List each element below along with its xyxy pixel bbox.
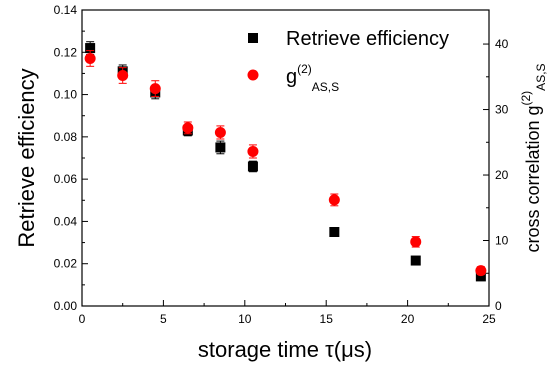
right-axis-title-main: cross correlation g	[523, 105, 543, 252]
legend-g: g	[286, 66, 297, 88]
right-axis-title-sub: AS,S	[534, 63, 548, 90]
x-tick-label: 15	[320, 312, 334, 326]
y-left-tick-label: 0.04	[54, 214, 78, 228]
x-tick-label: 25	[482, 312, 496, 326]
data-point-circle	[214, 126, 226, 138]
x-axis-title-unit: (μs)	[334, 337, 372, 362]
y-left-tick-label: 0.02	[54, 257, 78, 271]
data-point-circle	[149, 83, 161, 95]
y-left-tick-label: 0.06	[54, 172, 78, 186]
x-axis-title-symbol: τ	[325, 337, 334, 362]
right-axis-title-sup: (2)	[519, 91, 533, 106]
data-point-circle	[410, 236, 422, 248]
x-axis-ticks: 0 5 10 15 20 25	[79, 300, 496, 326]
x-tick-label: 5	[160, 312, 167, 326]
series-layer	[84, 41, 487, 282]
data-point-square	[410, 255, 421, 266]
data-point-circle	[117, 69, 129, 81]
data-point-square	[215, 142, 226, 153]
data-point-circle	[328, 194, 340, 206]
y-right-tick-label: 20	[495, 168, 509, 182]
right-axis-title: cross correlation g(2)AS,S	[519, 63, 548, 252]
data-point-square	[475, 271, 486, 282]
data-point-circle	[475, 265, 487, 277]
y-left-tick-label: 0.08	[54, 130, 78, 144]
x-tick-label: 10	[238, 312, 252, 326]
legend-label-efficiency: Retrieve efficiency	[286, 28, 449, 50]
series-g2-cross-correlation	[84, 50, 487, 277]
y-right-tick-label: 30	[495, 103, 509, 117]
data-point-square	[85, 43, 96, 54]
left-axis-ticks: 0.00 0.02 0.04 0.06 0.08 0.10 0.12 0.14	[54, 3, 88, 313]
legend-g-sup: (2)	[297, 62, 312, 76]
left-axis-title: Retrieve efficiency	[14, 68, 39, 247]
data-point-square	[247, 161, 258, 172]
data-point-circle	[84, 52, 96, 64]
legend-marker-circle	[247, 69, 259, 81]
data-point-square	[329, 227, 340, 237]
data-point-circle	[247, 145, 259, 157]
x-tick-label: 20	[401, 312, 415, 326]
y-left-tick-label: 0.12	[54, 45, 78, 59]
y-right-tick-label: 0	[495, 299, 502, 313]
data-point-circle	[182, 122, 194, 134]
legend-label-g2: g(2)AS,S	[286, 62, 339, 94]
legend: Retrieve efficiency g(2)AS,S	[247, 28, 449, 94]
plot-frame	[81, 9, 490, 307]
y-left-tick-label: 0.10	[54, 88, 78, 102]
right-axis-ticks: 0 10 20 30 40	[483, 37, 509, 313]
legend-marker-square	[248, 33, 258, 43]
y-left-tick-label: 0.14	[54, 3, 78, 17]
y-right-tick-label: 40	[495, 37, 509, 51]
x-axis-title: storage time τ(μs)	[198, 337, 372, 362]
legend-g-sub: AS,S	[312, 80, 339, 94]
y-right-tick-label: 10	[495, 234, 509, 248]
x-axis-title-main: storage time	[198, 337, 325, 362]
y-left-tick-label: 0.00	[54, 299, 78, 313]
x-tick-label: 0	[79, 312, 86, 326]
